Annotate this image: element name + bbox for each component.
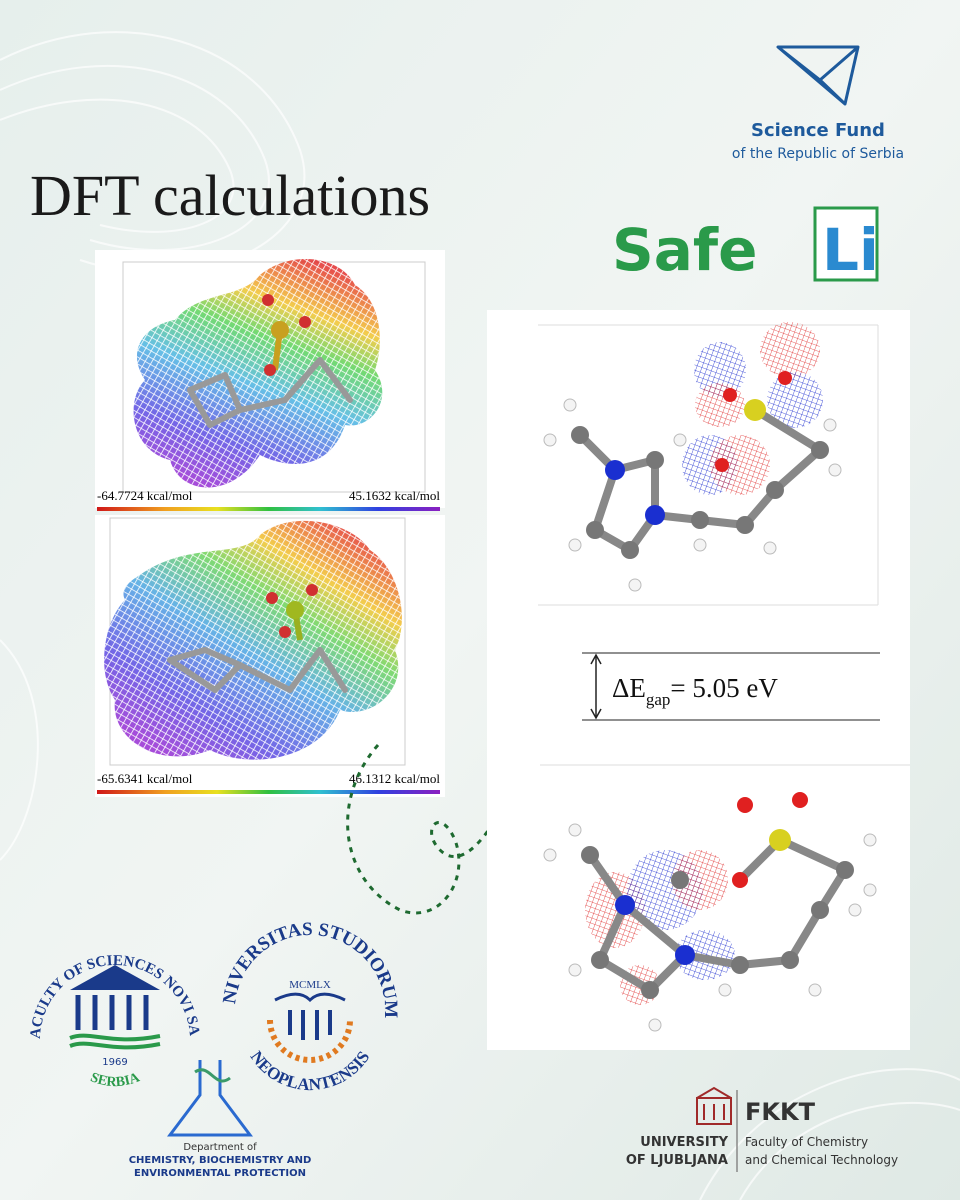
faculty-country: SERBIA bbox=[88, 1070, 142, 1090]
funder-subtitle: of the Republic of Serbia bbox=[732, 146, 904, 162]
fkkt-line: Faculty of Chemistry bbox=[745, 1135, 868, 1149]
department-line: CHEMISTRY, BIOCHEMISTRY AND bbox=[129, 1155, 312, 1166]
esp-min-label: -64.7724 kcal/mol bbox=[97, 488, 193, 503]
university-year: MCMLX bbox=[289, 979, 331, 991]
logo-safe: Safe bbox=[612, 216, 757, 284]
energy-gap-label: ΔEgap= 5.05 eV bbox=[612, 673, 778, 709]
delta-subscript: gap bbox=[646, 690, 671, 709]
color-scale bbox=[97, 790, 440, 794]
delta-value: = 5.05 eV bbox=[670, 673, 778, 703]
ljubljana-line: UNIVERSITY bbox=[640, 1135, 728, 1150]
faculty-year: 1969 bbox=[102, 1057, 127, 1068]
safeli-logo: Safe Li bbox=[612, 206, 879, 284]
logo-li: Li bbox=[822, 216, 879, 284]
esp-map-2: -65.6341 kcal/mol 46.1312 kcal/mol bbox=[95, 515, 445, 797]
orbital-panel: ΔEgap= 5.05 eV bbox=[487, 310, 910, 1050]
page-title: DFT calculations bbox=[30, 163, 430, 228]
delta-symbol: ΔE bbox=[612, 673, 646, 703]
department-line: Department of bbox=[183, 1142, 257, 1153]
fkkt-line: and Chemical Technology bbox=[745, 1153, 898, 1167]
faculty-country-text: SERBIA bbox=[88, 1070, 142, 1090]
department-logo: Department of CHEMISTRY, BIOCHEMISTRY AN… bbox=[129, 1060, 312, 1179]
fkkt-abbr: FKKT bbox=[745, 1098, 816, 1126]
esp-max-label: 46.1312 kcal/mol bbox=[349, 771, 440, 786]
department-line: ENVIRONMENTAL PROTECTION bbox=[134, 1168, 306, 1179]
color-scale bbox=[97, 507, 440, 511]
esp-max-label: 45.1632 kcal/mol bbox=[349, 488, 440, 503]
esp-map-1: -64.7724 kcal/mol 45.1632 kcal/mol bbox=[95, 250, 445, 511]
esp-min-label: -65.6341 kcal/mol bbox=[97, 771, 193, 786]
science-fund-logo: Science Fund of the Republic of Serbia bbox=[732, 45, 904, 162]
ljubljana-logo: UNIVERSITY OF LJUBLJANA FKKT Faculty of … bbox=[626, 1086, 898, 1172]
funder-name: Science Fund bbox=[751, 120, 885, 141]
ljubljana-line: OF LJUBLJANA bbox=[626, 1153, 728, 1168]
